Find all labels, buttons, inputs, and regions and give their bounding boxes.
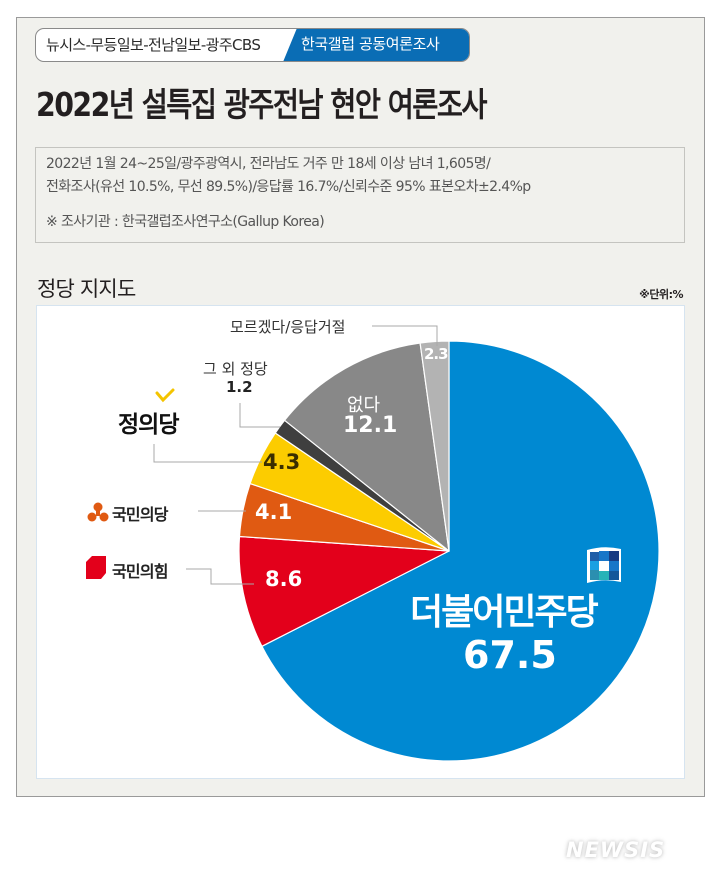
slice-democratic-party	[261, 340, 660, 762]
value-other-parties: 1.2	[226, 378, 253, 396]
democratic-party-flag-icon	[587, 547, 621, 583]
survey-info-line-1: 2022년 1월 24~25일/광주광역시, 전라남도 거주 만 18세 이상 …	[46, 156, 491, 172]
value-peoples-party: 4.1	[255, 500, 293, 524]
label-justice-party: 정의당	[118, 412, 179, 438]
leader-line-people-power-party	[186, 568, 254, 585]
justice-party-check-icon	[155, 388, 175, 403]
leader-line-dont-know	[372, 325, 438, 346]
survey-type-badge: 한국갤럽 공동여론조사	[283, 29, 469, 61]
label-other-parties: 그 외 정당	[203, 360, 268, 378]
label-none: 없다	[347, 395, 381, 416]
slice-dont-know	[419, 340, 450, 552]
unit-note: ※단위:%	[639, 288, 683, 301]
chart-title: 정당 지지도	[37, 277, 136, 301]
label-dont-know: 모르겠다/응답거절	[230, 318, 346, 336]
value-none: 12.1	[343, 413, 398, 438]
slice-none	[284, 342, 450, 552]
page-title: 2022년 설특집 광주전남 현안 여론조사	[36, 85, 488, 124]
leader-line-justice-party	[153, 444, 262, 463]
label-democratic-party: 더불어민주당	[410, 592, 599, 633]
people-power-party-logo-icon	[86, 556, 106, 579]
newsis-watermark: NEWSIS	[566, 838, 666, 862]
survey-type-label: 한국갤럽 공동여론조사	[301, 35, 440, 53]
peoples-party-logo-icon	[87, 502, 109, 522]
survey-info-box: 2022년 1월 24~25일/광주광역시, 전라남도 거주 만 18세 이상 …	[35, 147, 685, 243]
leader-line-other-parties	[239, 403, 280, 428]
value-people-power-party: 8.6	[265, 567, 303, 591]
survey-info-line-2: 전화조사(유선 10.5%, 무선 89.5%)/응답률 16.7%/신뢰수준 …	[46, 179, 531, 195]
value-dont-know: 2.3	[424, 345, 449, 363]
value-democratic-party: 67.5	[463, 633, 557, 677]
value-justice-party: 4.3	[263, 450, 301, 474]
partners-label: 뉴시스-무등일보-전남일보-광주CBS	[46, 36, 261, 54]
slice-people-power-party	[238, 535, 450, 647]
source-badge: 뉴시스-무등일보-전남일보-광주CBS 한국갤럽 공동여론조사	[35, 28, 470, 62]
label-people-power-party: 국민의힘	[112, 562, 168, 581]
survey-agency: ※ 조사기관 : 한국갤럽조사연구소(Gallup Korea)	[46, 214, 325, 230]
label-peoples-party: 국민의당	[112, 505, 168, 524]
